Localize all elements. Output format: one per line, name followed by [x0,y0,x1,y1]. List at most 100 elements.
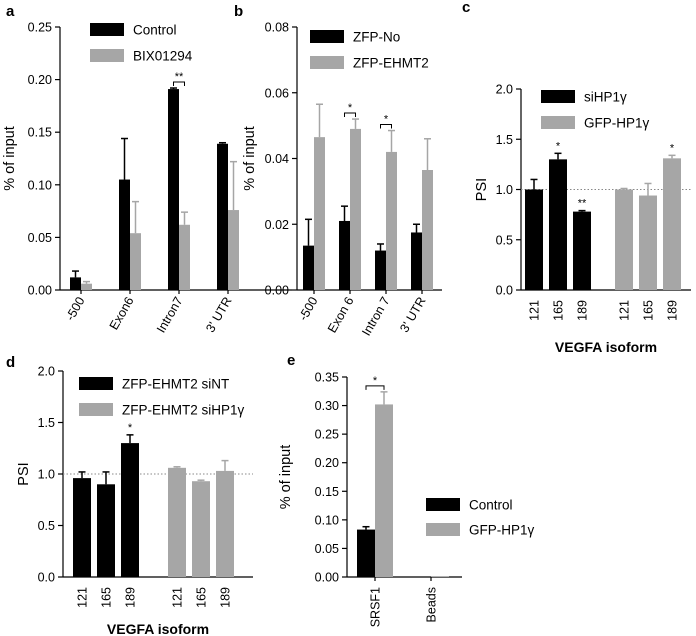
x-tick-label: Exon 6 [325,294,357,335]
significance-mark: * [348,102,353,114]
y-tick-label: 1.0 [38,468,55,482]
x-tick-label: 189 [576,300,590,321]
x-tick-label: 121 [528,300,542,321]
panel-letter: b [234,3,243,20]
y-tick-label: 0.00 [315,571,339,585]
significance-mark: * [128,422,133,434]
bar [119,179,130,290]
x-tick-label: 189 [666,300,680,321]
bar [192,481,210,577]
x-tick-label: 165 [100,587,114,608]
bar [81,283,92,290]
panel-letter: d [6,354,15,371]
legend-swatch [90,23,124,36]
y-tick-label: 0.5 [38,519,55,533]
bar [615,189,633,290]
x-axis-title: VEGFA isoform [107,621,209,636]
legend-swatch [541,116,575,129]
legend-label: ZFP-EHMT2 [353,56,429,71]
y-tick-label: 0.25 [28,21,52,35]
bar [179,224,190,290]
x-tick-label: 121 [76,587,90,608]
y-axis-title: PSI [16,462,32,485]
y-tick-label: 0.30 [315,399,339,413]
y-axis-title: % of input [278,445,294,510]
x-tick-label: Beads [425,587,439,622]
x-tick-label: 3' UTR [203,295,234,335]
significance-mark: * [384,114,389,126]
bar [357,529,375,577]
y-tick-label: 0.5 [496,233,513,247]
legend-swatch [426,498,460,511]
y-tick-label: 0.04 [265,152,289,166]
y-tick-label: 0.00 [28,284,52,298]
y-tick-label: 0.15 [315,485,339,499]
y-tick-label: 0.0 [496,284,513,298]
bar [217,143,228,290]
legend-swatch [310,56,344,69]
y-axis-title: % of input [242,126,258,191]
y-tick-label: 0.05 [315,542,339,556]
legend-label: BIX01294 [133,49,193,64]
y-tick-label: 0.0 [38,571,55,585]
bar [375,250,386,290]
x-tick-label: 3' UTR [397,295,428,335]
y-tick-label: 0.20 [28,73,52,87]
y-tick-label: 0.00 [265,284,289,298]
bar [411,232,422,290]
x-tick-label: -500 [63,294,88,323]
legend-swatch [79,377,113,390]
y-tick-label: 2.0 [38,365,55,379]
x-tick-label: -500 [296,294,321,323]
significance-bracket [344,112,356,118]
y-tick-label: 0.15 [28,126,52,140]
y-tick-label: 0.20 [315,456,339,470]
bar [422,170,433,290]
significance-mark: * [373,375,378,387]
bar [121,443,139,577]
x-tick-label: 121 [171,587,185,608]
legend-swatch [541,90,575,103]
panel-letter: a [6,3,15,20]
x-tick-label: Exon6 [107,294,137,332]
bar [73,478,91,577]
x-axis-title: VEGFA isoform [555,339,657,355]
bar [525,189,543,290]
y-tick-label: 0.02 [265,218,289,232]
bar [97,484,115,577]
x-tick-label: 189 [124,587,138,608]
significance-bracket [173,81,185,87]
bar [228,210,239,290]
bar [168,89,179,291]
bar [549,159,567,290]
bar [168,467,186,577]
bar [314,137,325,290]
y-tick-label: 1.5 [496,133,513,147]
significance-mark: ** [175,71,184,83]
legend-swatch [90,49,124,62]
bar [339,220,350,290]
y-tick-label: 1.5 [38,416,55,430]
bar [303,245,314,290]
significance-bracket [365,385,385,390]
y-tick-label: 0.35 [315,371,339,385]
bar [431,576,449,577]
legend-label: siHP1γ [584,90,627,105]
bar [70,277,81,290]
significance-mark: * [670,142,675,154]
y-tick-label: 0.10 [28,178,52,192]
y-tick-label: 1.0 [496,183,513,197]
significance-mark: * [556,140,561,152]
y-tick-label: 0.05 [28,231,52,245]
panel-letter: e [287,352,295,369]
bar [663,158,681,290]
panel-letter: c [462,0,470,16]
y-tick-label: 0.10 [315,513,339,527]
x-tick-label: 165 [195,587,209,608]
y-tick-label: 0.08 [265,21,289,35]
legend-label: GFP-HP1γ [584,116,650,131]
bar [130,233,141,290]
legend-label: GFP-HP1γ [469,523,535,538]
bar [386,151,397,290]
